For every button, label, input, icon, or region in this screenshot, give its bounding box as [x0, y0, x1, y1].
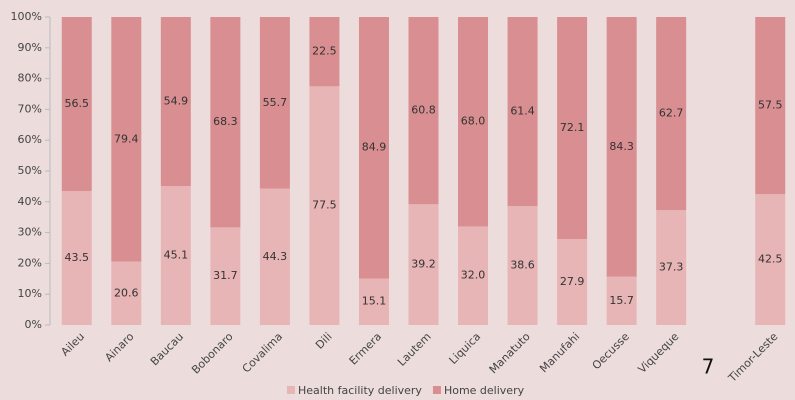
- value-label: 42.5: [758, 253, 783, 266]
- value-label: 54.9: [164, 95, 189, 108]
- y-tick-label: 10%: [18, 287, 42, 300]
- bar-segment: [61, 17, 92, 192]
- bar-segment: [557, 239, 588, 325]
- bar-segment: [358, 17, 389, 279]
- value-label: 43.5: [65, 251, 90, 264]
- bar-segment: [160, 17, 191, 187]
- bar-segment: [656, 17, 687, 211]
- value-label: 27.9: [560, 275, 585, 288]
- bar-segment: [259, 17, 290, 189]
- value-label: 22.5: [312, 45, 337, 58]
- bar-segment: [210, 17, 241, 228]
- bar-segment: [606, 17, 637, 277]
- legend-swatch: [287, 386, 295, 394]
- y-tick-label: 90%: [18, 41, 42, 54]
- bar-segment: [111, 261, 142, 325]
- value-label: 44.3: [263, 250, 288, 263]
- bar-segment: [755, 17, 786, 195]
- value-label: 77.5: [312, 199, 337, 212]
- bar-segment: [458, 17, 489, 227]
- value-label: 84.9: [362, 141, 387, 154]
- y-tick-label: 60%: [18, 133, 42, 146]
- bar-segment: [210, 227, 241, 325]
- y-tick-label: 40%: [18, 195, 42, 208]
- value-label: 38.6: [510, 259, 535, 272]
- bar-segment: [755, 194, 786, 325]
- value-label: 32.0: [461, 269, 486, 282]
- bar-segment: [557, 17, 588, 240]
- value-label: 56.5: [65, 97, 90, 110]
- bar-segment: [606, 276, 637, 325]
- annotation: 7: [702, 355, 715, 379]
- value-label: 84.3: [609, 140, 634, 153]
- legend-label: Health facility delivery: [298, 384, 422, 397]
- bar-segment: [358, 278, 389, 325]
- bar-segment: [507, 17, 538, 207]
- legend-swatch: [432, 386, 441, 394]
- bar-segment: [111, 17, 142, 262]
- value-label: 72.1: [560, 121, 585, 134]
- value-label: 31.7: [213, 269, 238, 282]
- bar-segment: [408, 204, 439, 325]
- value-label: 15.7: [609, 294, 634, 307]
- y-tick-label: 20%: [18, 256, 42, 269]
- y-tick-label: 80%: [18, 72, 42, 85]
- legend-label: Home delivery: [444, 384, 525, 397]
- bar-segment: [61, 191, 92, 325]
- bar-segment: [160, 186, 191, 325]
- bar-segment: [507, 206, 538, 325]
- value-label: 68.3: [213, 115, 238, 128]
- bar-segment: [309, 86, 340, 325]
- value-label: 79.4: [114, 132, 139, 145]
- value-label: 39.2: [411, 258, 436, 271]
- value-label: 61.4: [510, 105, 535, 118]
- value-label: 62.7: [659, 107, 684, 120]
- bar-segment: [309, 17, 340, 87]
- y-tick-label: 30%: [18, 226, 42, 239]
- y-tick-label: 70%: [18, 102, 42, 115]
- bar-segment: [656, 210, 687, 325]
- bar-segment: [408, 17, 439, 205]
- bar-segment: [458, 226, 489, 325]
- value-label: 45.1: [164, 249, 189, 262]
- value-label: 60.8: [411, 104, 436, 117]
- value-label: 15.1: [362, 295, 387, 308]
- y-tick-label: 50%: [18, 164, 42, 177]
- bar-segment: [259, 188, 290, 325]
- value-label: 68.0: [461, 115, 486, 128]
- value-label: 57.5: [758, 99, 783, 112]
- value-label: 37.3: [659, 261, 684, 274]
- y-tick-label: 100%: [11, 10, 42, 23]
- y-tick-label: 0%: [25, 318, 42, 331]
- value-label: 20.6: [114, 286, 139, 299]
- value-label: 55.7: [263, 96, 288, 109]
